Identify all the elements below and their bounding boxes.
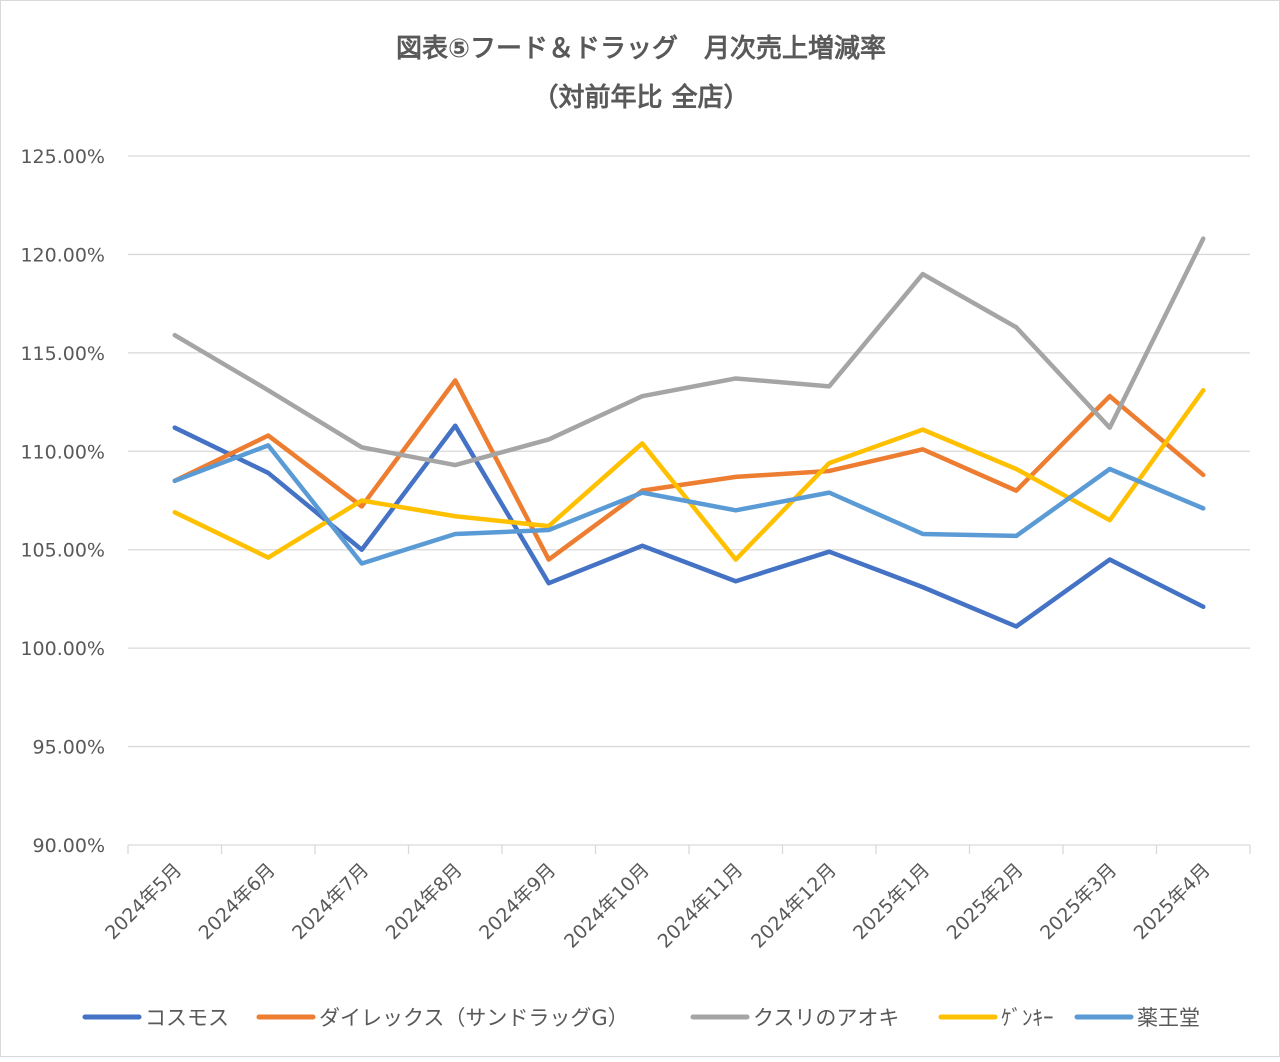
y-tick-label: 90.00% [33,835,105,857]
legend-label: ｹﾞﾝｷｰ [1001,1006,1054,1030]
legend-label: ダイレックス（サンドラッグG） [319,1006,629,1030]
x-tick-label: 2024年6月 [195,859,280,944]
legend-label: クスリのアオキ [753,1006,899,1030]
x-tick-label: 2024年7月 [288,859,373,944]
chart-subtitle: （対前年比 全店） [532,82,749,113]
x-tick-label: 2024年11月 [654,859,748,953]
y-tick-label: 95.00% [33,737,105,759]
x-tick-label: 2024年9月 [475,859,560,944]
y-tick-label: 125.00% [20,146,105,168]
y-tick-label: 115.00% [20,343,105,365]
x-tick-label: 2024年10月 [560,859,654,953]
y-tick-label: 120.00% [20,244,105,266]
series-line-1 [175,380,1204,559]
legend-label: 薬王堂 [1137,1006,1200,1030]
y-tick-label: 110.00% [20,441,105,463]
x-tick-label: 2024年5月 [101,859,186,944]
series-line-2 [175,239,1204,465]
series-line-3 [175,390,1204,559]
x-tick-label: 2024年8月 [382,859,467,944]
chart-title: 図表⑤フード＆ドラッグ 月次売上増減率 [396,33,886,64]
x-tick-label: 2024年12月 [747,859,841,953]
legend-label: コスモス [145,1006,229,1030]
x-tick-label: 2025年3月 [1036,859,1121,944]
y-tick-label: 100.00% [20,638,105,660]
x-tick-label: 2025年2月 [943,859,1028,944]
y-tick-label: 105.00% [20,540,105,562]
x-tick-label: 2025年4月 [1130,859,1215,944]
x-tick-label: 2025年1月 [849,859,934,944]
